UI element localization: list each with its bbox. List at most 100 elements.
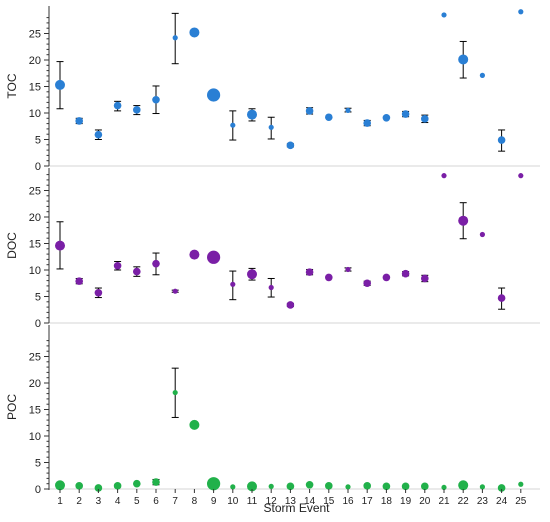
data-point bbox=[305, 480, 314, 489]
data-point bbox=[189, 419, 200, 430]
data-point bbox=[230, 281, 236, 287]
x-tick-label: 19 bbox=[400, 496, 412, 507]
x-tick-label: 3 bbox=[96, 496, 102, 507]
data-point bbox=[497, 484, 506, 492]
data-point bbox=[133, 479, 141, 488]
y-tick-label: 15 bbox=[29, 405, 41, 417]
data-point bbox=[325, 113, 333, 122]
data-point bbox=[458, 215, 469, 226]
y-axis-label: TOC bbox=[5, 73, 19, 98]
data-point bbox=[421, 115, 429, 123]
data-point bbox=[363, 279, 372, 288]
data-point bbox=[363, 482, 372, 490]
y-tick-label: 0 bbox=[35, 484, 41, 496]
y-tick-label: 5 bbox=[35, 135, 41, 147]
data-point bbox=[94, 288, 103, 297]
data-point bbox=[55, 480, 65, 491]
x-tick-label: 14 bbox=[304, 496, 316, 507]
y-tick-label: 10 bbox=[29, 431, 41, 443]
data-point bbox=[75, 277, 83, 285]
panel-poc: 0 5 10 15 20 25 POC bbox=[5, 325, 540, 496]
data-point bbox=[247, 481, 257, 492]
data-point bbox=[94, 484, 103, 492]
x-tick-label: 15 bbox=[323, 496, 335, 507]
x-tick-label: 5 bbox=[134, 496, 140, 507]
data-point bbox=[479, 72, 485, 78]
y-tick-label: 0 bbox=[35, 318, 41, 330]
x-tick-label: 9 bbox=[211, 496, 217, 507]
y-axis-label: DOC bbox=[5, 232, 19, 259]
data-point bbox=[133, 106, 141, 114]
data-point bbox=[75, 117, 83, 125]
x-tick-label: 1 bbox=[57, 496, 63, 507]
data-point bbox=[305, 107, 314, 115]
data-point bbox=[75, 482, 83, 490]
y-tick-label: 25 bbox=[29, 186, 41, 198]
data-point bbox=[325, 482, 333, 490]
x-axis-label: Storm Event bbox=[263, 501, 330, 515]
y-tick-label: 0 bbox=[35, 161, 41, 173]
x-tick-label: 13 bbox=[285, 496, 297, 507]
y-tick-label: 20 bbox=[29, 55, 41, 67]
data-point bbox=[497, 136, 506, 144]
x-tick-label: 25 bbox=[515, 496, 527, 507]
x-tick-label: 20 bbox=[419, 496, 431, 507]
data-point bbox=[94, 130, 103, 139]
data-point bbox=[230, 484, 236, 490]
data-point bbox=[345, 266, 351, 273]
data-point bbox=[518, 481, 524, 487]
data-point bbox=[458, 54, 469, 65]
data-point bbox=[382, 273, 391, 282]
data-point bbox=[421, 274, 429, 283]
data-point bbox=[152, 478, 160, 486]
data-point bbox=[207, 477, 221, 491]
data-point bbox=[286, 482, 295, 491]
data-point bbox=[247, 109, 257, 120]
data-point bbox=[421, 482, 429, 491]
data-point bbox=[55, 79, 65, 90]
x-tick-label: 24 bbox=[496, 496, 508, 507]
data-point bbox=[152, 259, 160, 268]
data-point bbox=[113, 482, 122, 490]
data-point bbox=[382, 113, 391, 122]
data-point bbox=[152, 95, 160, 104]
data-point bbox=[247, 269, 257, 280]
data-point bbox=[479, 231, 485, 238]
data-point bbox=[441, 12, 447, 18]
data-point bbox=[268, 483, 274, 489]
data-point bbox=[401, 482, 410, 491]
data-point bbox=[518, 9, 524, 15]
data-point bbox=[401, 110, 410, 118]
data-point bbox=[441, 484, 447, 491]
x-tick-label: 21 bbox=[438, 496, 450, 507]
x-tick-label: 7 bbox=[172, 496, 178, 507]
data-point bbox=[345, 484, 351, 490]
x-tick-label: 16 bbox=[342, 496, 354, 507]
data-point bbox=[172, 288, 178, 294]
y-tick-label: 15 bbox=[29, 239, 41, 251]
data-point bbox=[189, 249, 200, 260]
data-point bbox=[268, 284, 274, 291]
x-tick-label: 8 bbox=[192, 496, 198, 507]
y-tick-label: 5 bbox=[35, 458, 41, 470]
data-point bbox=[325, 273, 333, 282]
y-tick-label: 20 bbox=[29, 212, 41, 224]
x-tick-label: 17 bbox=[362, 496, 374, 507]
x-tick-label: 22 bbox=[458, 496, 470, 507]
y-axis-label: POC bbox=[5, 394, 19, 420]
y-tick-label: 15 bbox=[29, 82, 41, 94]
data-point bbox=[207, 250, 221, 264]
data-point bbox=[363, 119, 372, 127]
data-point bbox=[55, 240, 65, 251]
data-point bbox=[172, 389, 178, 396]
data-point bbox=[207, 88, 221, 102]
data-point bbox=[113, 101, 122, 110]
y-tick-label: 10 bbox=[29, 108, 41, 120]
panel-doc: 0 5 10 15 20 25 DOC bbox=[5, 168, 540, 330]
y-tick-label: 25 bbox=[29, 352, 41, 364]
data-point bbox=[286, 301, 295, 309]
data-point bbox=[401, 269, 410, 278]
data-point bbox=[172, 35, 178, 41]
